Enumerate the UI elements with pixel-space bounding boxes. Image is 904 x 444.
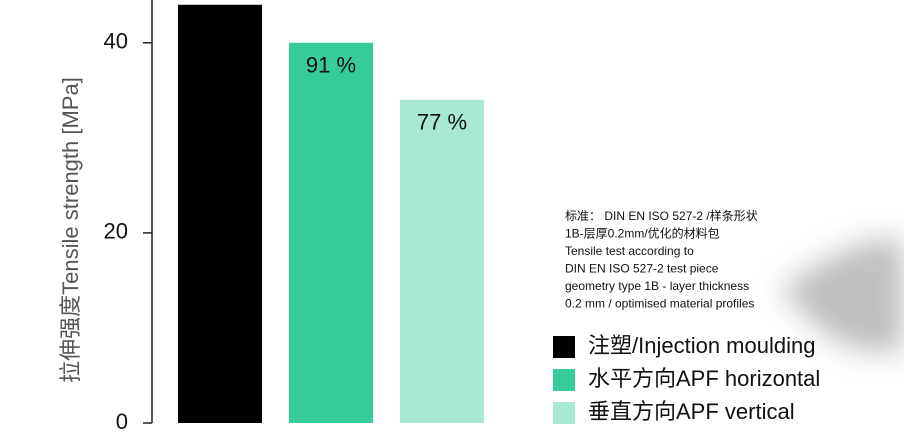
bar-annotation: 77 % xyxy=(417,110,467,135)
bar xyxy=(400,99,484,423)
y-tick-label: 40 xyxy=(104,29,128,54)
bar xyxy=(178,4,262,424)
legend-label: 水平方向APF horizontal xyxy=(588,366,820,391)
note-line: geometry type 1B - layer thickness xyxy=(565,279,749,293)
y-tick-label: 20 xyxy=(104,219,128,244)
note-line: 标准： DIN EN ISO 527-2 /样条形状 xyxy=(565,208,758,223)
note-line: 0.2 mm / optimised material profiles xyxy=(565,297,754,311)
legend-swatch xyxy=(553,369,575,391)
legend-swatch xyxy=(553,402,575,424)
decoration xyxy=(780,238,904,353)
note-line: DIN EN ISO 527-2 test piece xyxy=(565,262,719,276)
y-axis-label: 拉伸强度Tensile strength [MPa] xyxy=(58,77,83,383)
bar xyxy=(289,42,373,424)
legend-label: 垂直方向APF vertical xyxy=(588,399,795,424)
note-line: Tensile test according to xyxy=(565,244,694,258)
legend-swatch xyxy=(553,336,575,358)
note-line: 1B-层厚0.2mm/优化的材料包 xyxy=(565,226,720,241)
legend-label: 注塑/Injection moulding xyxy=(588,333,815,358)
bar-annotation: 91 % xyxy=(306,53,356,78)
y-tick-label: 0 xyxy=(116,409,128,434)
